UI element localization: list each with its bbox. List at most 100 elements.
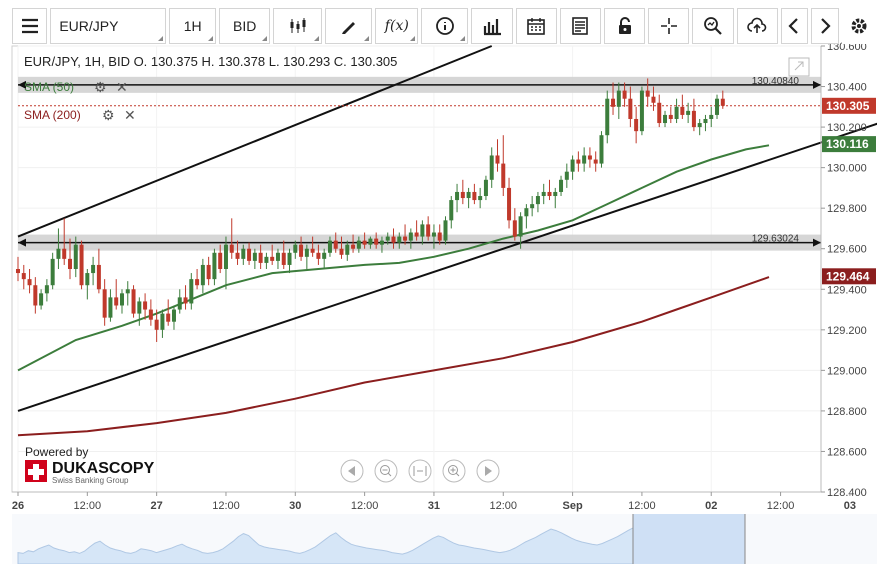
candle-body <box>229 244 234 253</box>
candle-body <box>166 313 171 322</box>
candle-body <box>593 159 598 164</box>
candle-body <box>62 248 67 259</box>
candle-body <box>501 163 506 188</box>
navigator-window[interactable] <box>633 514 745 564</box>
candle-body <box>356 240 361 249</box>
candle-body <box>691 110 696 128</box>
candle-body <box>449 200 454 221</box>
settings-button[interactable] <box>841 8 877 44</box>
candle-body <box>553 191 558 197</box>
candle-body <box>119 293 124 306</box>
price-tick-label: 129.800 <box>827 203 867 215</box>
candle-body <box>275 252 280 261</box>
candle-body <box>50 258 55 286</box>
candle-body <box>299 244 304 257</box>
sma200-legend[interactable]: SMA (200) ⚙ ✕ <box>24 107 136 123</box>
candle-body <box>622 90 627 99</box>
time-tick-label: 12:00 <box>628 500 656 512</box>
candle-body <box>478 196 483 201</box>
candle-body <box>56 248 61 259</box>
candle-body <box>686 110 691 115</box>
candle-body <box>148 309 153 320</box>
candle-body <box>287 252 292 265</box>
candle-body <box>397 236 402 243</box>
time-axis[interactable]: 26 12:00 27 12:00 30 12:00 31 12:00 Sep 12:00 02 12… <box>12 491 856 512</box>
candle-body <box>73 244 78 269</box>
level-arrow-right <box>813 238 821 247</box>
volume-navigator[interactable] <box>12 514 877 564</box>
candle-body <box>212 252 217 280</box>
candle-body <box>374 238 379 245</box>
candle-body <box>143 301 148 310</box>
plot-area[interactable] <box>11 45 822 493</box>
candle-body <box>426 224 431 237</box>
candle-body <box>616 90 621 107</box>
candle-body <box>518 216 523 237</box>
powered-by-text: Powered by <box>25 445 88 459</box>
export-button[interactable] <box>736 8 778 44</box>
side-selector[interactable]: BID <box>219 8 271 44</box>
time-tick-label: 12:00 <box>767 500 795 512</box>
sma50-legend[interactable]: SMA (50) ⚙ ✕ <box>24 79 128 95</box>
level-arrow-left <box>18 238 26 247</box>
time-tick-label: Sep <box>562 500 582 512</box>
zoom-in-button[interactable] <box>442 459 466 483</box>
maximize-icon[interactable] <box>788 57 810 77</box>
candle-body <box>131 289 136 314</box>
drawing-tools-button[interactable] <box>325 8 373 44</box>
crosshair-button[interactable] <box>648 8 690 44</box>
volume-button[interactable] <box>471 8 513 44</box>
scroll-forward-button[interactable] <box>811 8 839 44</box>
menu-icon <box>21 18 38 34</box>
candle-body <box>657 102 662 124</box>
candle-body <box>21 273 26 280</box>
calendar-button[interactable] <box>515 8 557 44</box>
candle-body <box>524 208 529 217</box>
candle-body <box>697 123 702 128</box>
candle-body <box>709 114 714 119</box>
dukascopy-watermark: Powered by DUKASCOPY Swiss Banking Group <box>25 445 155 485</box>
candle-body <box>443 220 448 241</box>
table-button[interactable] <box>559 8 601 44</box>
chart-type-button[interactable] <box>273 8 323 44</box>
time-tick-label: 27 <box>151 500 163 512</box>
candle-body <box>258 252 263 263</box>
candle-body <box>316 252 321 259</box>
level-label: 130.40840 <box>752 76 800 87</box>
candle-body <box>703 118 708 124</box>
candle-body <box>611 98 616 107</box>
candle-body <box>333 240 338 249</box>
candle-body <box>177 297 182 310</box>
gear-icon[interactable]: ⚙ <box>102 107 115 123</box>
scroll-back-button[interactable] <box>780 8 809 44</box>
price-tag-label: 130.116 <box>826 137 869 151</box>
candle-body <box>322 252 327 259</box>
sma200-label: SMA (200) <box>24 108 81 122</box>
candle-body <box>27 279 32 286</box>
candle-body <box>368 238 373 245</box>
candle-body <box>403 236 408 241</box>
candle-body <box>587 155 592 160</box>
instrument-selector[interactable]: EUR/JPY <box>50 8 167 44</box>
zoom-out-button[interactable] <box>374 459 398 483</box>
time-tick-label: 02 <box>705 500 717 512</box>
info-button[interactable] <box>421 8 469 44</box>
trendline[interactable] <box>17 45 493 238</box>
close-icon[interactable]: ✕ <box>116 79 128 95</box>
gear-icon[interactable]: ⚙ <box>94 79 107 95</box>
price-axis[interactable]: 130.600 130.400 130.200 130.000 129.800 129.6… <box>820 41 867 499</box>
lock-button[interactable] <box>604 8 646 44</box>
timeframe-selector[interactable]: 1H <box>169 8 217 44</box>
close-icon[interactable]: ✕ <box>124 107 136 123</box>
price-tick-label: 129.400 <box>827 284 867 296</box>
horizontal-levels[interactable]: 130.40840 129.63024 <box>18 76 821 251</box>
price-tick-label: 128.800 <box>827 406 867 418</box>
indicators-button[interactable]: f(x) <box>375 8 419 44</box>
candle-body <box>483 179 488 197</box>
menu-button[interactable] <box>12 8 48 44</box>
candle-body <box>85 273 90 286</box>
side-label: BID <box>232 18 257 34</box>
price-tick-label: 129.600 <box>827 244 867 256</box>
zoom-button[interactable] <box>692 8 734 44</box>
